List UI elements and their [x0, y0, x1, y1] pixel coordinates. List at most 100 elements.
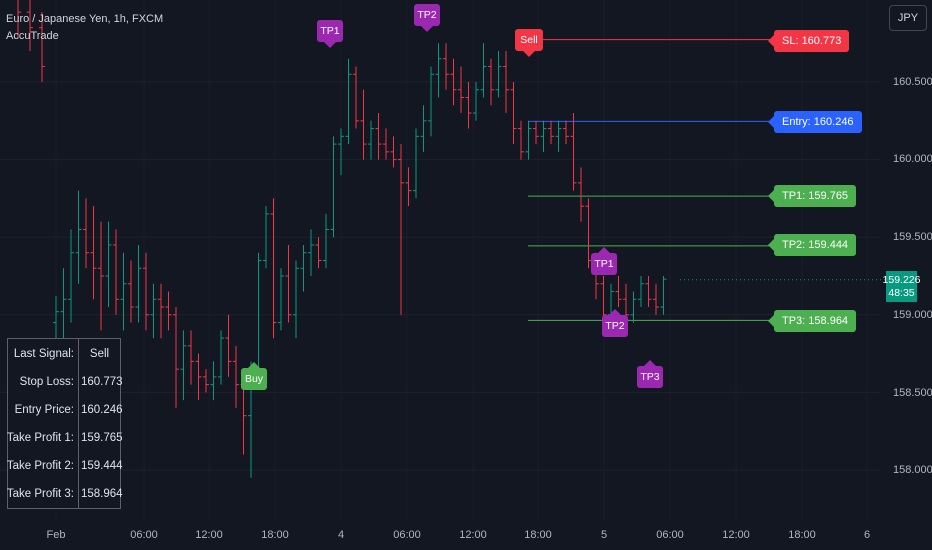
candle [413, 128, 419, 199]
panel-row-take-profit-1: Take Profit 1: 159.765 [6, 425, 123, 451]
price-tick: 159.500 [893, 231, 932, 243]
panel-label: Entry Price: [14, 404, 74, 416]
sell-signal-marker: Sell [515, 29, 543, 57]
candle [17, 0, 21, 39]
candle [435, 43, 442, 98]
price-tick: 159.000 [893, 309, 932, 321]
candle [75, 190, 82, 284]
candle [638, 276, 644, 308]
candle [105, 221, 112, 308]
currency-button[interactable]: JPY [889, 5, 927, 31]
candle [270, 198, 277, 339]
candle [360, 89, 367, 160]
candle [375, 113, 382, 160]
signal-level-lines [528, 39, 886, 321]
candle [645, 276, 652, 308]
candle [293, 260, 299, 339]
candle [68, 229, 74, 323]
price-tick: 158.000 [893, 464, 932, 476]
candle [353, 66, 359, 129]
sl-level-badge: SL: 160.773 [767, 30, 850, 52]
panel-label: Take Profit 2: [6, 460, 74, 472]
tp2-level-badge: TP2: 159.444 [767, 234, 857, 256]
candle [548, 120, 554, 145]
candle [630, 291, 637, 323]
candle [308, 229, 314, 276]
tp1-level-badge: TP1: 159.765 [767, 185, 857, 207]
price-tick: 160.500 [893, 76, 932, 88]
time-tick: 5 [600, 529, 608, 541]
candle [233, 345, 239, 408]
tp2-hit-marker: TP2 [602, 309, 628, 337]
chart-grid [0, 81, 880, 471]
panel-label: Take Profit 1: [6, 432, 74, 444]
tp1-top-marker: TP1 [317, 20, 343, 48]
candle [27, 0, 33, 51]
candle [420, 105, 427, 152]
candle [600, 276, 607, 323]
candle [83, 198, 89, 269]
price-tick: 158.500 [893, 387, 932, 399]
panel-value: 160.246 [81, 404, 123, 416]
current-price: 159.226 [882, 273, 921, 286]
panel-row-stop-loss: Stop Loss: 160.773 [8, 369, 123, 395]
candle [150, 283, 157, 339]
candle [135, 244, 142, 323]
tp2-top-marker: TP2 [414, 4, 440, 32]
candle [465, 82, 472, 129]
current-price-label: 159.226 48:35 [883, 271, 920, 302]
time-tick: 12:00 [722, 529, 750, 541]
time-tick: 12:00 [195, 529, 223, 541]
candle [143, 252, 149, 331]
time-tick: 6 [863, 529, 871, 541]
candle [540, 120, 547, 152]
time-tick: 06:00 [393, 529, 421, 541]
candle [555, 120, 562, 152]
panel-value: 159.765 [81, 432, 123, 444]
candle [525, 120, 532, 160]
candle [173, 307, 179, 408]
candle [90, 206, 97, 300]
candle [278, 268, 284, 331]
panel-divider [78, 339, 79, 508]
time-tick: 18:00 [788, 529, 816, 541]
candle [203, 369, 209, 393]
symbol-title[interactable]: Euro / Japanese Yen, 1h, FXCM [6, 13, 164, 25]
candle [615, 276, 622, 308]
signal-summary-panel: Last Signal: Sell Stop Loss: 160.773 Ent… [6, 338, 123, 509]
candle [188, 330, 194, 385]
candle [285, 244, 292, 323]
panel-label: Take Profit 3: [6, 488, 74, 500]
candle [368, 120, 374, 160]
candle [390, 136, 397, 168]
time-tick: 12:00 [459, 529, 487, 541]
candle [158, 283, 164, 339]
candle [225, 314, 232, 377]
candle [180, 330, 187, 401]
candles [17, 0, 667, 478]
tp3-level-badge: TP3: 158.964 [767, 310, 857, 332]
entry-level-badge: Entry: 160.246 [768, 111, 862, 133]
candle [98, 221, 104, 331]
tp1-hit-marker: TP1 [591, 247, 617, 275]
price-tick: 160.000 [893, 153, 932, 165]
candle [518, 120, 524, 160]
candle [405, 167, 412, 207]
candle [218, 330, 224, 385]
tp3-hit-marker: TP3 [637, 360, 663, 388]
buy-signal-marker: Buy [241, 362, 267, 390]
candle [495, 50, 502, 98]
candle [653, 283, 659, 315]
time-tick: Feb [46, 529, 66, 541]
candle [480, 43, 487, 98]
panel-value: 160.773 [81, 376, 123, 388]
candle [510, 82, 517, 145]
candle [120, 252, 127, 331]
indicator-name[interactable]: AccuTrade [6, 30, 59, 42]
candle [398, 144, 404, 315]
candle [210, 361, 217, 401]
panel-label: Stop Loss: [19, 376, 74, 388]
panel-value: 158.964 [81, 488, 123, 500]
candle [128, 260, 134, 323]
